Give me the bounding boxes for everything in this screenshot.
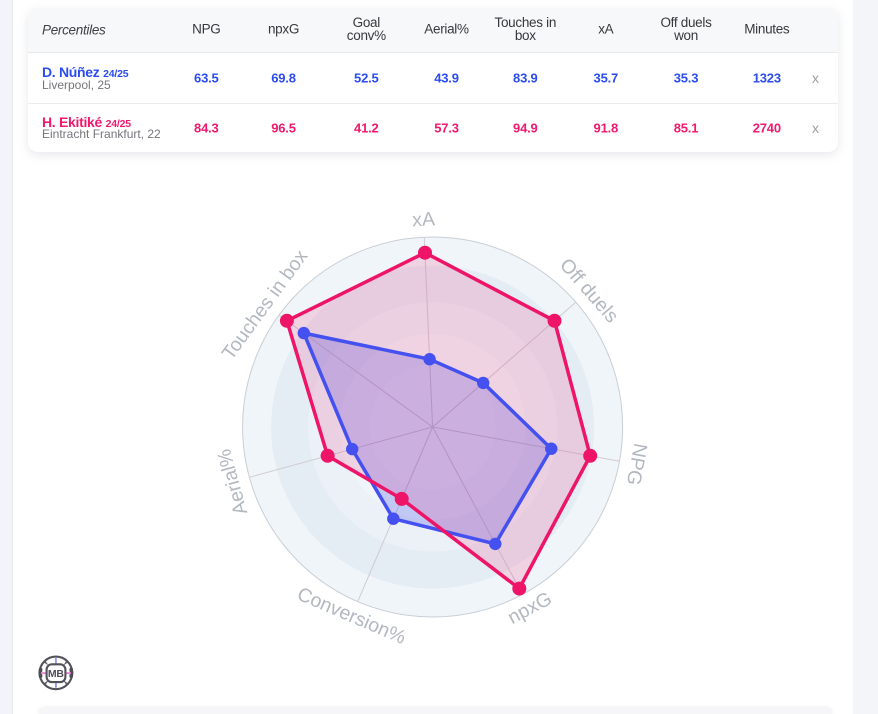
svg-text:NPG: NPG xyxy=(622,441,651,487)
svg-text:MB: MB xyxy=(48,668,64,680)
svg-text:xA: xA xyxy=(412,208,436,231)
